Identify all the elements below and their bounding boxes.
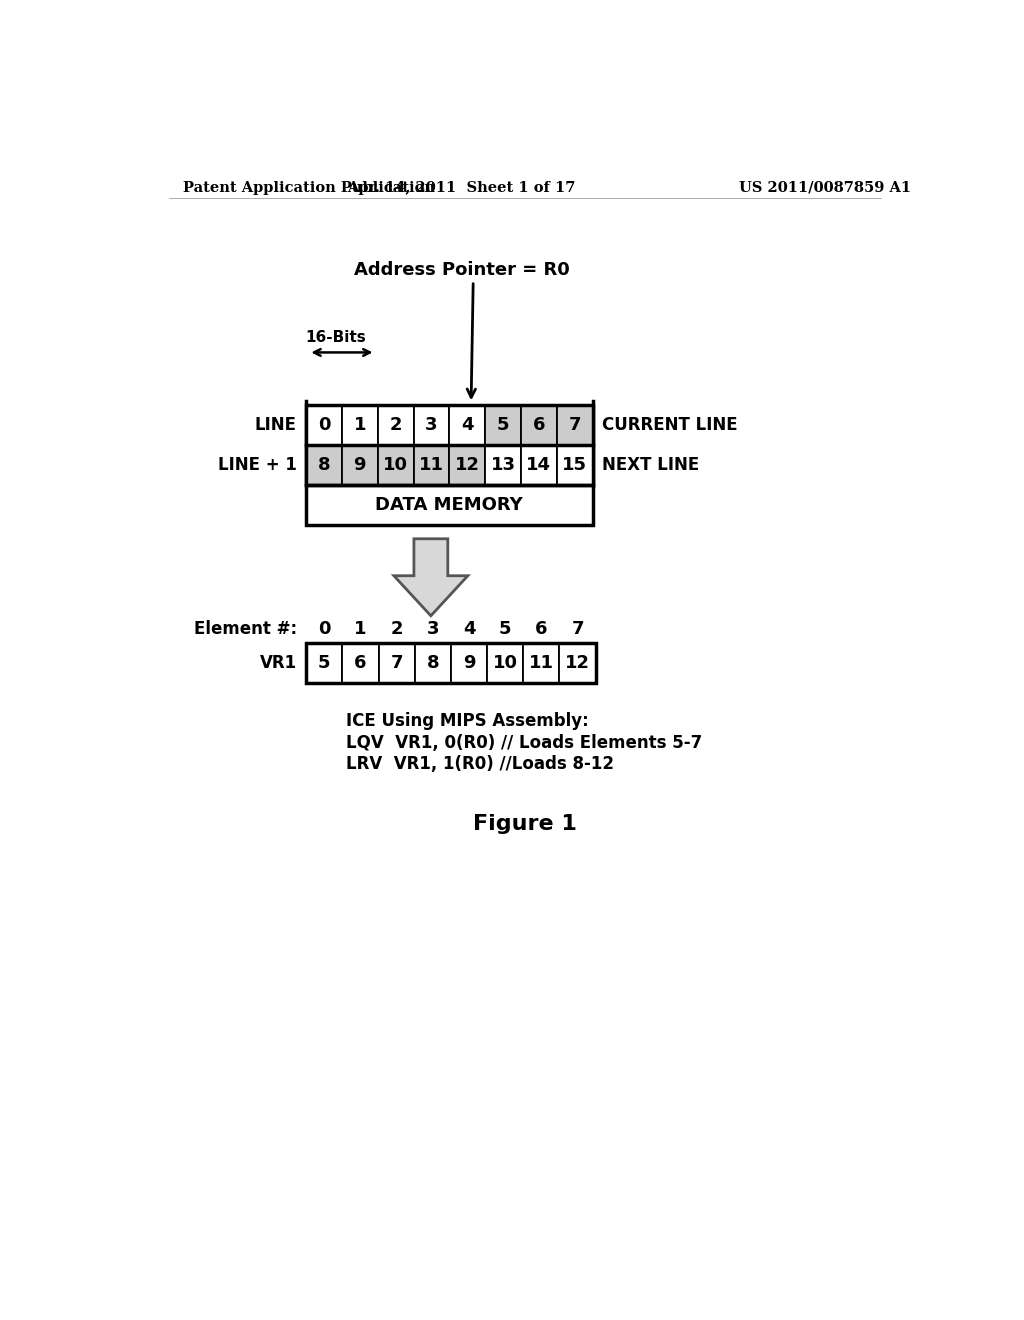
Text: 13: 13 — [490, 455, 515, 474]
Bar — [487, 643, 523, 682]
Text: Address Pointer = R0: Address Pointer = R0 — [353, 261, 569, 279]
Text: LINE: LINE — [255, 416, 297, 434]
Text: 15: 15 — [562, 455, 587, 474]
Bar — [306, 405, 342, 445]
Text: 0: 0 — [317, 416, 331, 434]
Text: LQV  VR1, 0(R0) // Loads Elements 5-7: LQV VR1, 0(R0) // Loads Elements 5-7 — [346, 734, 702, 751]
Bar — [414, 445, 450, 484]
Bar — [306, 445, 342, 484]
Bar — [523, 643, 559, 682]
Text: 16-Bits: 16-Bits — [305, 330, 367, 345]
Text: 10: 10 — [493, 653, 518, 672]
Text: 8: 8 — [317, 455, 331, 474]
Text: 14: 14 — [526, 455, 551, 474]
Bar — [342, 445, 378, 484]
Bar — [450, 405, 485, 445]
Bar — [485, 445, 521, 484]
Text: 6: 6 — [536, 620, 548, 638]
Text: 11: 11 — [419, 455, 444, 474]
Text: DATA MEMORY: DATA MEMORY — [376, 496, 523, 513]
Bar — [485, 405, 521, 445]
Bar — [342, 643, 379, 682]
Text: 11: 11 — [528, 653, 554, 672]
Bar — [306, 405, 593, 484]
Bar — [379, 643, 415, 682]
Text: 5: 5 — [497, 416, 509, 434]
Text: 1: 1 — [354, 620, 367, 638]
Text: Element #:: Element #: — [194, 620, 297, 638]
Bar — [557, 445, 593, 484]
Text: 4: 4 — [461, 416, 473, 434]
Text: 2: 2 — [390, 620, 402, 638]
Text: 5: 5 — [318, 653, 331, 672]
Text: 9: 9 — [463, 653, 475, 672]
Text: 8: 8 — [426, 653, 439, 672]
Text: Figure 1: Figure 1 — [473, 814, 577, 834]
Text: ICE Using MIPS Assembly:: ICE Using MIPS Assembly: — [346, 711, 589, 730]
Text: 0: 0 — [318, 620, 331, 638]
Text: 4: 4 — [463, 620, 475, 638]
Text: 1: 1 — [353, 416, 366, 434]
Text: 6: 6 — [532, 416, 545, 434]
Bar — [521, 405, 557, 445]
Text: 7: 7 — [568, 416, 581, 434]
Bar — [559, 643, 596, 682]
Text: LRV  VR1, 1(R0) //Loads 8-12: LRV VR1, 1(R0) //Loads 8-12 — [346, 755, 614, 774]
Bar — [378, 445, 414, 484]
Bar — [306, 643, 342, 682]
Text: 6: 6 — [354, 653, 367, 672]
Text: 7: 7 — [571, 620, 584, 638]
Text: VR1: VR1 — [260, 653, 297, 672]
Text: 2: 2 — [389, 416, 401, 434]
Text: LINE + 1: LINE + 1 — [218, 455, 297, 474]
Bar — [450, 445, 485, 484]
Bar — [306, 484, 593, 525]
Text: 12: 12 — [565, 653, 590, 672]
Text: 9: 9 — [353, 455, 366, 474]
Text: 7: 7 — [390, 653, 402, 672]
Text: 3: 3 — [427, 620, 439, 638]
Text: 12: 12 — [455, 455, 479, 474]
Text: 5: 5 — [499, 620, 511, 638]
Text: 10: 10 — [383, 455, 409, 474]
Text: US 2011/0087859 A1: US 2011/0087859 A1 — [739, 181, 911, 194]
Bar — [521, 445, 557, 484]
Bar — [306, 643, 596, 682]
Text: 3: 3 — [425, 416, 437, 434]
Text: NEXT LINE: NEXT LINE — [602, 455, 699, 474]
Polygon shape — [394, 539, 468, 615]
Text: Patent Application Publication: Patent Application Publication — [183, 181, 435, 194]
Bar — [342, 405, 378, 445]
Bar — [378, 405, 414, 445]
Text: CURRENT LINE: CURRENT LINE — [602, 416, 737, 434]
Bar — [414, 405, 450, 445]
Text: Apr. 14, 2011  Sheet 1 of 17: Apr. 14, 2011 Sheet 1 of 17 — [347, 181, 575, 194]
Bar — [415, 643, 451, 682]
Bar — [557, 405, 593, 445]
Bar — [451, 643, 487, 682]
